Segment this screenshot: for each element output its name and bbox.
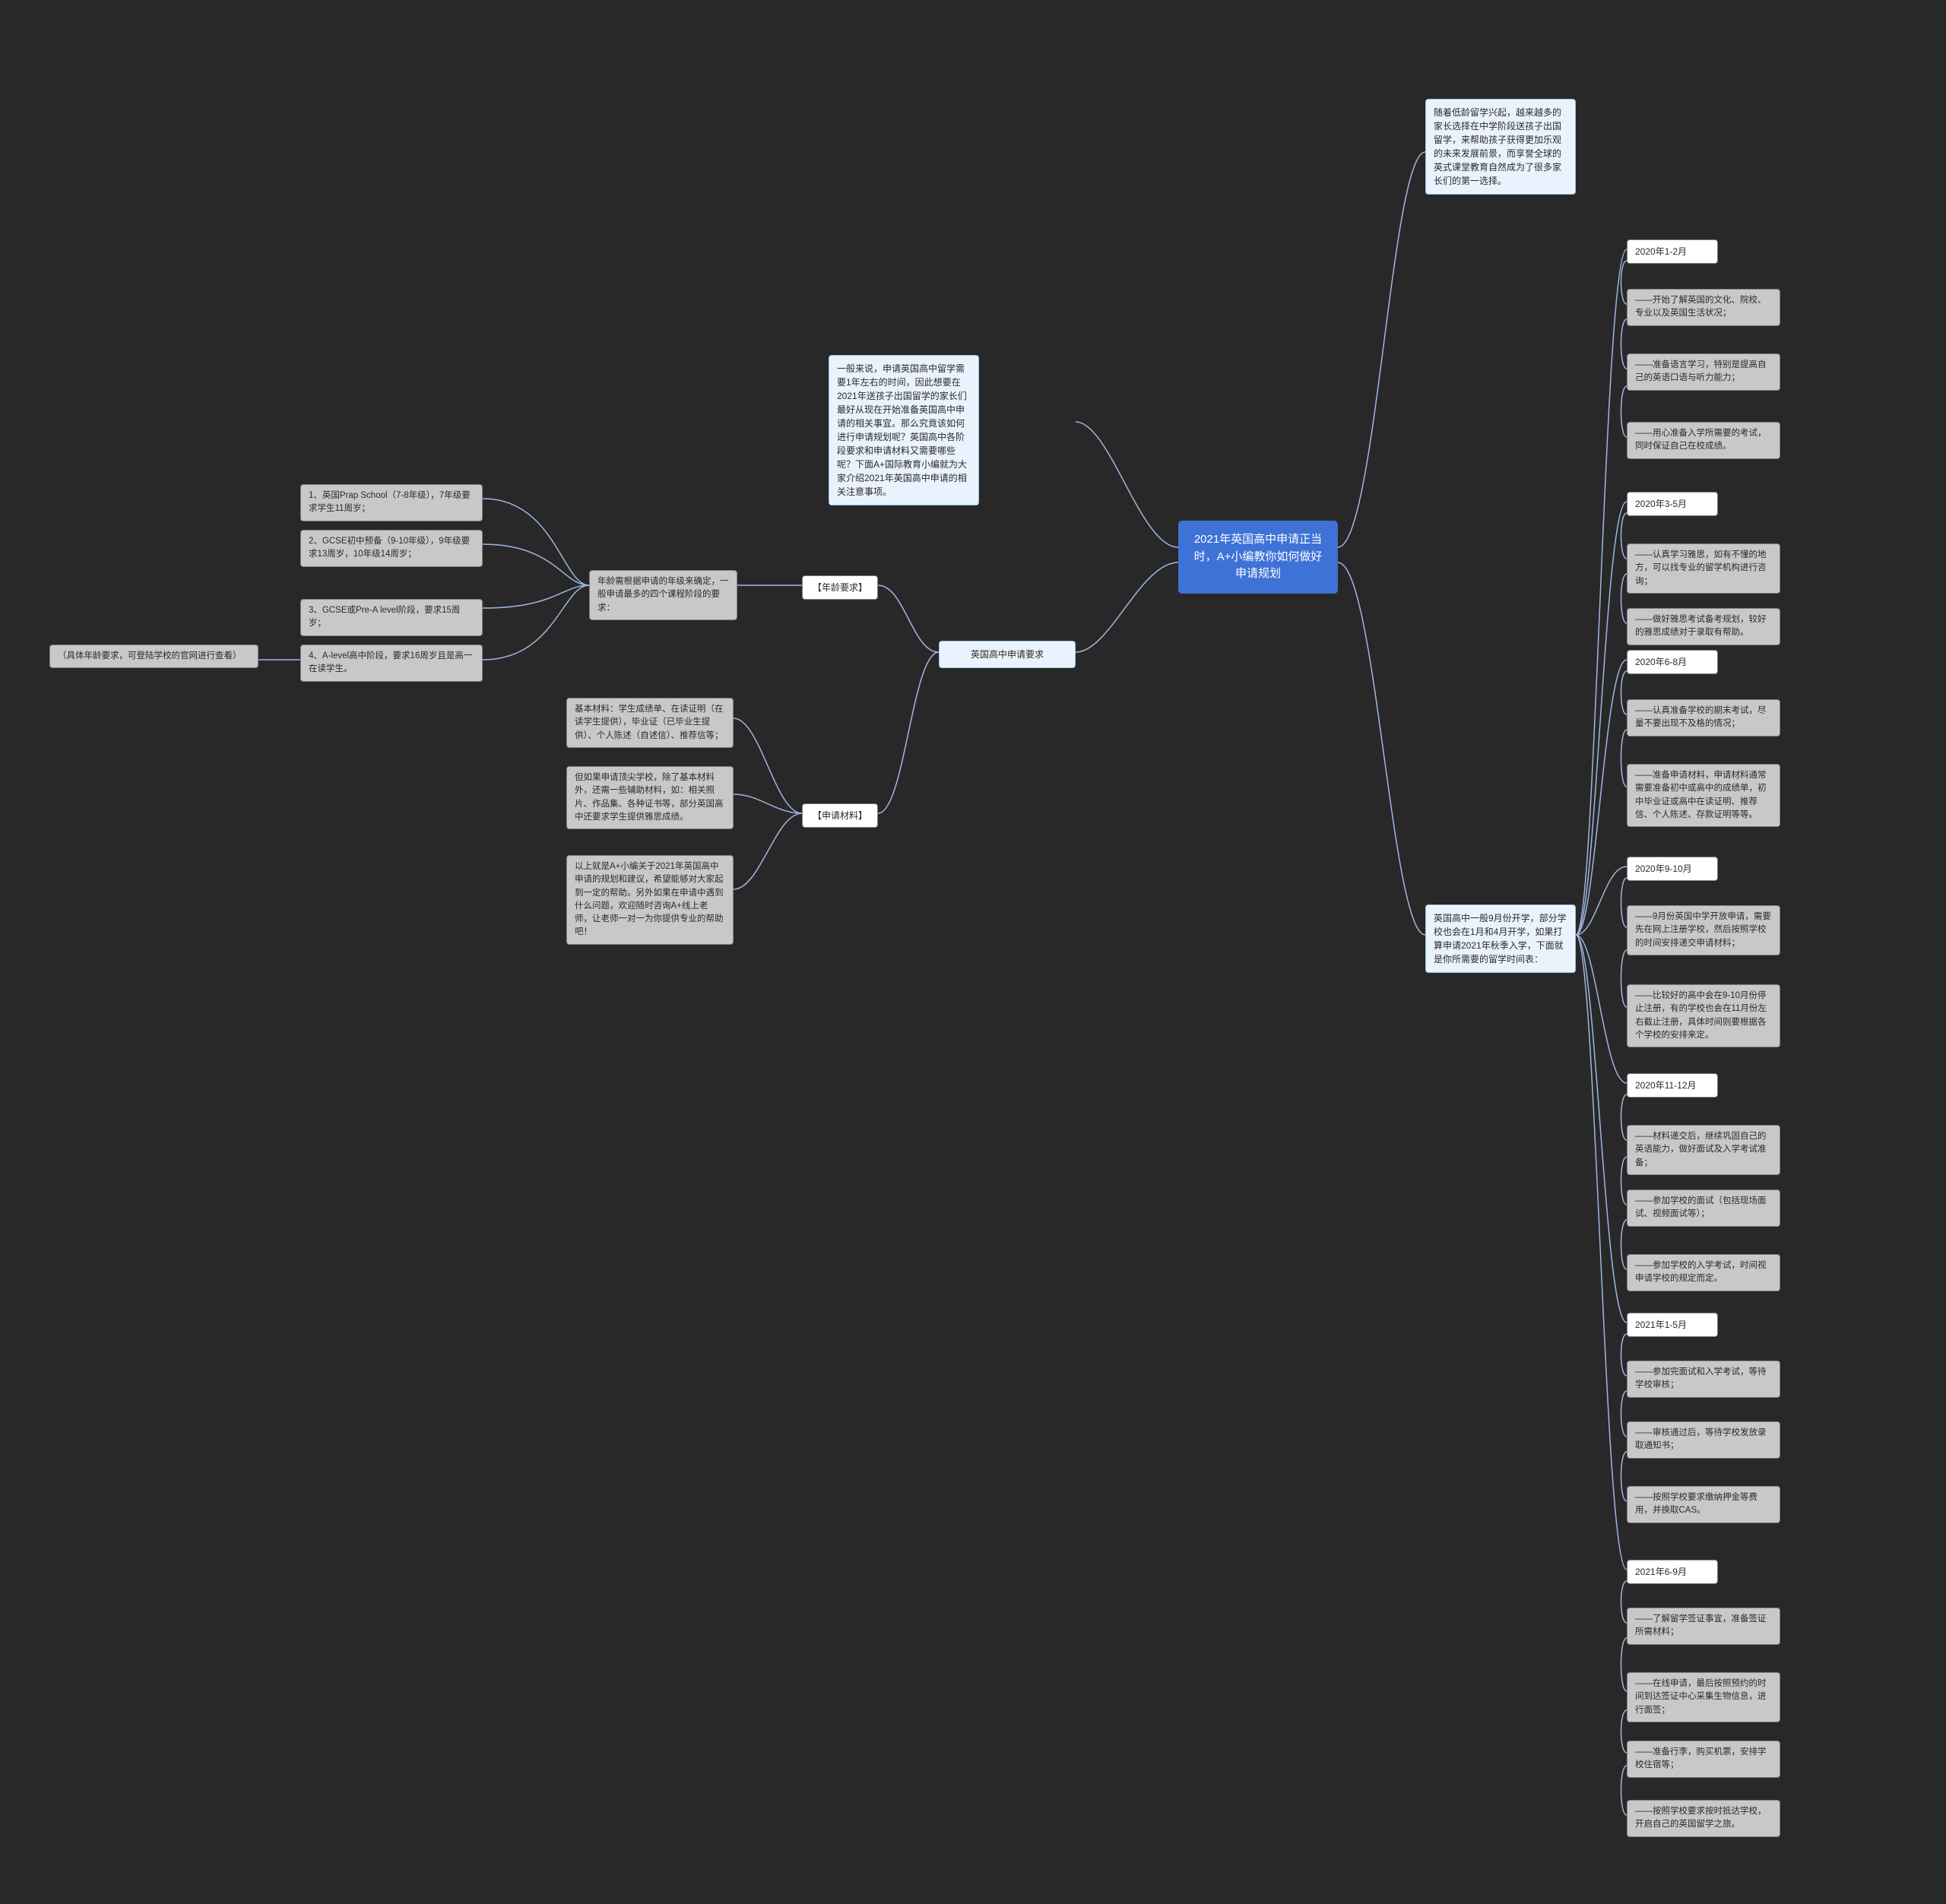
timeline-1-item-1[interactable]: ——做好雅思考试备考规划，较好的雅思成绩对于录取有帮助。	[1627, 608, 1780, 645]
timeline-6-item-0[interactable]: ——了解留学签证事宜，准备签证所需材料；	[1627, 1608, 1780, 1645]
age-req-item-2[interactable]: 2、GCSE初中预备（9-10年级），9年级要求13周岁，10年级14周岁；	[300, 530, 483, 567]
mat-req-item-2[interactable]: 但如果申请顶尖学校，除了基本材料外，还需一些辅助材料，如：相关照片、作品集、各种…	[566, 766, 734, 829]
mat-req-item-1[interactable]: 基本材料：学生成绩单、在读证明（在读学生提供），毕业证（已毕业生提供）、个人陈述…	[566, 698, 734, 748]
timeline-period-5[interactable]: 2021年1-5月	[1627, 1313, 1718, 1337]
root-node[interactable]: 2021年英国高中申请正当时，A+小编教你如何做好申请规划	[1178, 521, 1338, 594]
timeline-0-item-2[interactable]: ——用心准备入学所需要的考试，同时保证自己在校成绩。	[1627, 422, 1780, 459]
timeline-6-item-2[interactable]: ——准备行李，购买机票，安排学校住宿等；	[1627, 1741, 1780, 1778]
age-req-desc[interactable]: 年龄需根据申请的年级来确定，一般申请最多的四个课程阶段的要求：	[589, 570, 737, 620]
timeline-3-item-0[interactable]: ——9月份英国中学开放申请，需要先在网上注册学校，然后按照学校的时间安排递交申请…	[1627, 905, 1780, 955]
intro-paragraph-1[interactable]: 随着低龄留学兴起，越来越多的家长选择在中学阶段送孩子出国留学，来帮助孩子获得更加…	[1425, 99, 1576, 195]
timeline-4-item-0[interactable]: ——材料递交后，继续巩固自己的英语能力，做好面试及入学考试准备；	[1627, 1125, 1780, 1175]
timeline-1-item-0[interactable]: ——认真学习雅思，如有不懂的地方，可以找专业的留学机构进行咨询；	[1627, 543, 1780, 594]
requirements-title[interactable]: 英国高中申请要求	[939, 641, 1076, 668]
timeline-5-item-1[interactable]: ——审核通过后，等待学校发放录取通知书；	[1627, 1421, 1780, 1459]
age-req-label[interactable]: 【年龄要求】	[802, 575, 878, 600]
timeline-4-item-2[interactable]: ——参加学校的入学考试，时间视申请学校的规定而定。	[1627, 1254, 1780, 1291]
age-req-item-4[interactable]: 4、A-level高中阶段，要求16周岁且是高一在读学生。	[300, 645, 483, 682]
timeline-period-4[interactable]: 2020年11-12月	[1627, 1073, 1718, 1098]
timeline-6-item-1[interactable]: ——在线申请，最后按照预约的时间到达签证中心采集生物信息，进行面签；	[1627, 1672, 1780, 1722]
timeline-2-item-1[interactable]: ——准备申请材料，申请材料通常需要准备初中或高中的成绩单，初中毕业证或高中在读证…	[1627, 764, 1780, 827]
timeline-5-item-0[interactable]: ——参加完面试和入学考试，等待学校审核；	[1627, 1361, 1780, 1398]
timeline-period-1[interactable]: 2020年3-5月	[1627, 492, 1718, 516]
timeline-period-0[interactable]: 2020年1-2月	[1627, 239, 1718, 264]
timeline-0-item-0[interactable]: ——开始了解英国的文化、院校、专业以及英国生活状况；	[1627, 289, 1780, 326]
timeline-2-item-0[interactable]: ——认真准备学校的期末考试，尽量不要出现不及格的情况；	[1627, 699, 1780, 737]
timeline-period-3[interactable]: 2020年9-10月	[1627, 857, 1718, 881]
age-req-note[interactable]: （具体年龄要求，可登陆学校的官网进行查看）	[49, 645, 258, 668]
intro-paragraph-2[interactable]: 一般来说，申请英国高中留学需要1年左右的时间，因此想要在2021年送孩子出国留学…	[829, 355, 979, 505]
timeline-6-item-3[interactable]: ——按照学校要求按时抵达学校，开启自己的英国留学之旅。	[1627, 1800, 1780, 1837]
age-req-item-3[interactable]: 3、GCSE或Pre-A level阶段，要求15周岁；	[300, 599, 483, 636]
timeline-period-2[interactable]: 2020年6-8月	[1627, 650, 1718, 674]
mat-req-item-3[interactable]: 以上就是A+小编关于2021年英国高中申请的规划和建议，希望能够对大家起到一定的…	[566, 855, 734, 945]
timeline-4-item-1[interactable]: ——参加学校的面试（包括现场面试、视频面试等）；	[1627, 1190, 1780, 1227]
timeline-0-item-1[interactable]: ——准备语言学习，特别是提高自己的英语口语与听力能力；	[1627, 353, 1780, 391]
mat-req-label[interactable]: 【申请材料】	[802, 803, 878, 828]
timeline-intro[interactable]: 英国高中一般9月份开学，部分学校也会在1月和4月开学，如果打算申请2021年秋季…	[1425, 904, 1576, 973]
timeline-3-item-1[interactable]: ——比较好的高中会在9-10月份停止注册，有的学校也会在11月份左右截止注册，具…	[1627, 984, 1780, 1047]
timeline-period-6[interactable]: 2021年6-9月	[1627, 1560, 1718, 1584]
timeline-5-item-2[interactable]: ——按照学校要求缴纳押金等费用，并换取CAS。	[1627, 1486, 1780, 1523]
age-req-item-1[interactable]: 1、英国Prap School（7-8年级），7年级要求学生11周岁；	[300, 484, 483, 521]
